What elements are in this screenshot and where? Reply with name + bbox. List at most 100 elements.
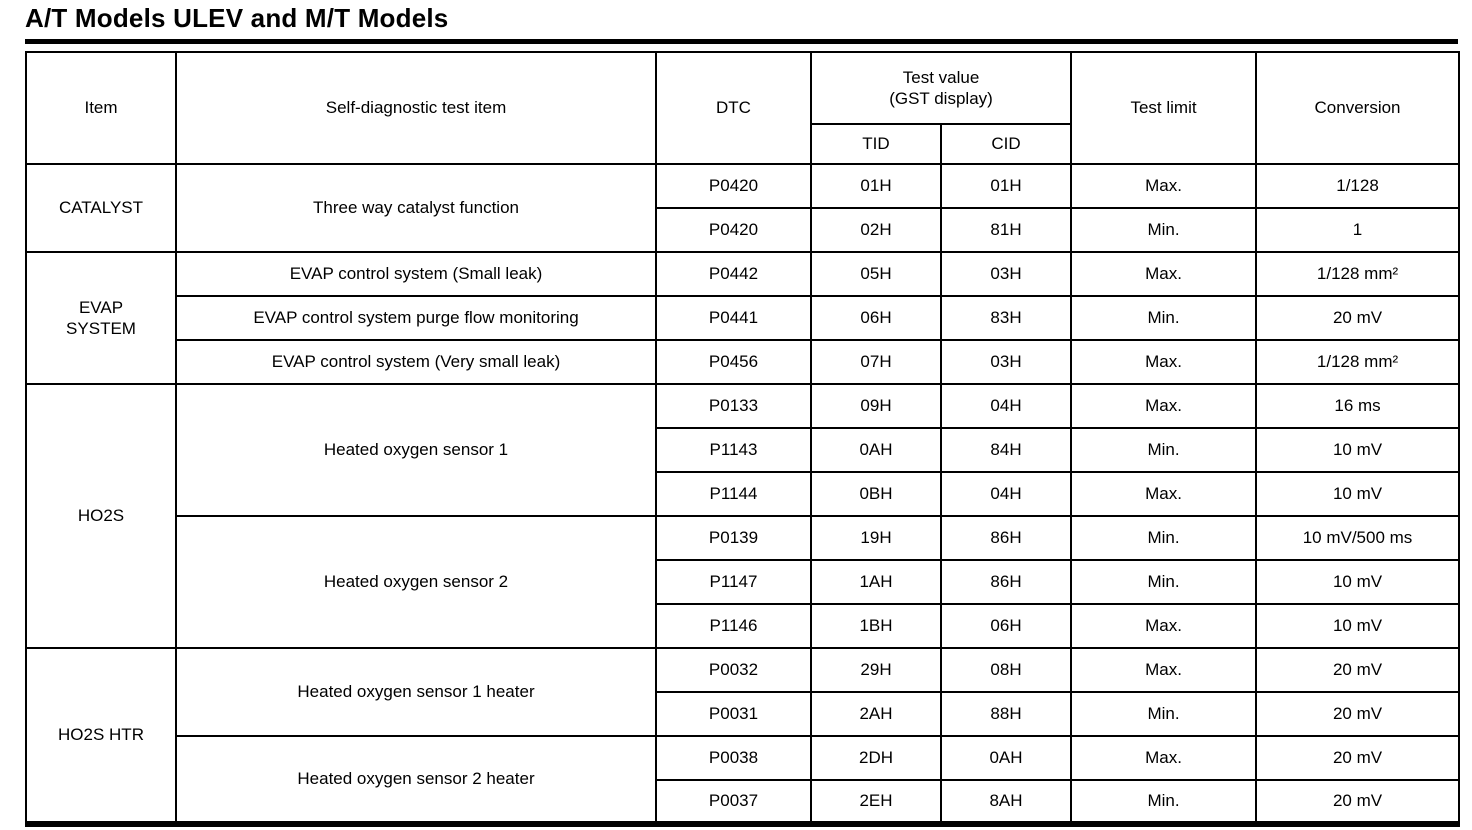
cell-cid: 03H: [939, 251, 1073, 297]
table-body: CATALYST Three way catalyst function P04…: [25, 163, 1461, 825]
cell-limit: Max.: [1070, 647, 1258, 693]
cell-limit: Min.: [1070, 559, 1258, 605]
cell-conversion: 20 mV: [1255, 691, 1461, 737]
cell-dtc: P1147: [655, 559, 812, 605]
cell-limit: Min.: [1070, 691, 1258, 737]
cell-cid: 86H: [939, 515, 1073, 561]
cell-conversion: 20 mV: [1255, 295, 1461, 341]
cell-limit: Max.: [1070, 735, 1258, 781]
table-row: EVAP control system purge flow monitorin…: [26, 295, 1461, 341]
table-row: P0037 2EH 8AH Min. 20 mV: [26, 779, 1461, 825]
cell-dtc: P0139: [655, 515, 812, 561]
col-header-tid: TID: [810, 123, 942, 165]
cell-test: Three way catalyst function: [175, 163, 657, 253]
cell-cid: 86H: [939, 559, 1073, 605]
cell-cid: 06H: [939, 603, 1073, 649]
table-row: P0420 02H 81H Min. 1: [26, 207, 1461, 253]
header-row-top: Item Self-diagnostic test item DTC Test …: [25, 51, 1461, 165]
cell-conversion: 10 mV: [1255, 603, 1461, 649]
table-row: P1146 1BH 06H Max. 10 mV: [26, 603, 1461, 649]
cell-dtc: P1146: [655, 603, 812, 649]
cell-tid: 01H: [810, 163, 942, 209]
cell-conversion: 1/128 mm²: [1255, 251, 1461, 297]
cell-dtc: P0420: [655, 207, 812, 253]
cell-conversion: 1/128 mm²: [1255, 339, 1461, 385]
header-row-sub: TID CID: [26, 123, 1459, 165]
cell-test: Heated oxygen sensor 1: [175, 383, 657, 517]
page-title: A/T Models ULEV and M/T Models: [25, 3, 449, 33]
col-header-dtc: DTC: [655, 51, 812, 165]
cell-tid: 2EH: [810, 779, 942, 825]
cell-conversion: 20 mV: [1255, 647, 1461, 693]
cell-cid: 03H: [939, 339, 1073, 385]
table-row: P0031 2AH 88H Min. 20 mV: [26, 691, 1461, 737]
cell-test: Heated oxygen sensor 2: [175, 515, 657, 649]
diagnostic-table: Item Self-diagnostic test item DTC Test …: [25, 51, 1461, 827]
table-row: CATALYST Three way catalyst function P04…: [25, 163, 1461, 253]
cell-dtc: P0031: [655, 691, 812, 737]
col-header-test-limit: Test limit: [1070, 51, 1258, 165]
cell-tid: 1AH: [810, 559, 942, 605]
cell-cid: 04H: [939, 383, 1073, 429]
col-header-test-value: Test value (GST display): [809, 51, 1073, 125]
cell-dtc: P0456: [655, 339, 812, 385]
cell-dtc: P0037: [655, 779, 812, 825]
cell-dtc: P0442: [655, 251, 812, 297]
table-row: P1144 0BH 04H Max. 10 mV: [26, 471, 1461, 517]
cell-tid: 05H: [810, 251, 942, 297]
cell-dtc: P0133: [655, 383, 812, 429]
cell-cid: 0AH: [939, 735, 1073, 781]
cell-tid: 29H: [810, 647, 942, 693]
cell-tid: 09H: [810, 383, 942, 429]
cell-limit: Min.: [1070, 295, 1258, 341]
cell-conversion: 10 mV: [1255, 427, 1461, 473]
test-value-line2: (GST display): [889, 89, 993, 108]
table-row: P1143 0AH 84H Min. 10 mV: [26, 427, 1461, 473]
table-row: Heated oxygen sensor 2 heater P0038 2DH …: [26, 735, 1461, 825]
cell-limit: Max.: [1070, 383, 1258, 429]
cell-dtc: P0420: [655, 163, 812, 209]
cell-conversion: 1/128: [1255, 163, 1461, 209]
cell-limit: Max.: [1070, 339, 1258, 385]
cell-tid: 0AH: [810, 427, 942, 473]
cell-cid: 84H: [939, 427, 1073, 473]
cell-conversion: 20 mV: [1255, 779, 1461, 825]
cell-dtc: P0441: [655, 295, 812, 341]
cell-limit: Min.: [1070, 779, 1258, 825]
cell-test: EVAP control system purge flow monitorin…: [175, 295, 657, 341]
cell-limit: Min.: [1070, 207, 1258, 253]
cell-limit: Max.: [1070, 603, 1258, 649]
test-value-line1: Test value: [902, 67, 980, 87]
cell-item: HO2S: [25, 383, 177, 649]
table-header: Item Self-diagnostic test item DTC Test …: [25, 51, 1461, 165]
cell-tid: 02H: [810, 207, 942, 253]
cell-conversion: 1: [1255, 207, 1461, 253]
cell-tid: 19H: [810, 515, 942, 561]
title-divider: [25, 39, 1458, 44]
col-header-cid: CID: [939, 123, 1073, 165]
table-row: HO2S Heated oxygen sensor 1 P0133 09H 04…: [25, 383, 1461, 649]
cell-test: EVAP control system (Small leak): [175, 251, 657, 297]
cell-test: Heated oxygen sensor 2 heater: [175, 735, 657, 825]
cell-limit: Max.: [1070, 163, 1258, 209]
cell-test: EVAP control system (Very small leak): [175, 339, 657, 385]
col-header-conversion: Conversion: [1255, 51, 1461, 165]
cell-cid: 81H: [939, 207, 1073, 253]
cell-cid: 88H: [939, 691, 1073, 737]
cell-conversion: 20 mV: [1255, 735, 1461, 781]
cell-limit: Min.: [1070, 515, 1258, 561]
table-row: P1147 1AH 86H Min. 10 mV: [26, 559, 1461, 605]
cell-tid: 2DH: [810, 735, 942, 781]
cell-conversion: 10 mV: [1255, 471, 1461, 517]
cell-cid: 8AH: [939, 779, 1073, 825]
cell-conversion: 16 ms: [1255, 383, 1461, 429]
table-row: EVAP control system (Very small leak) P0…: [26, 339, 1461, 385]
cell-test: Heated oxygen sensor 1 heater: [175, 647, 657, 737]
col-header-test-item: Self-diagnostic test item: [175, 51, 657, 165]
cell-item: HO2S HTR: [25, 647, 177, 825]
cell-tid: 2AH: [810, 691, 942, 737]
cell-limit: Max.: [1070, 471, 1258, 517]
table-row: HO2S HTR Heated oxygen sensor 1 heater P…: [25, 647, 1461, 825]
cell-dtc: P0032: [655, 647, 812, 693]
